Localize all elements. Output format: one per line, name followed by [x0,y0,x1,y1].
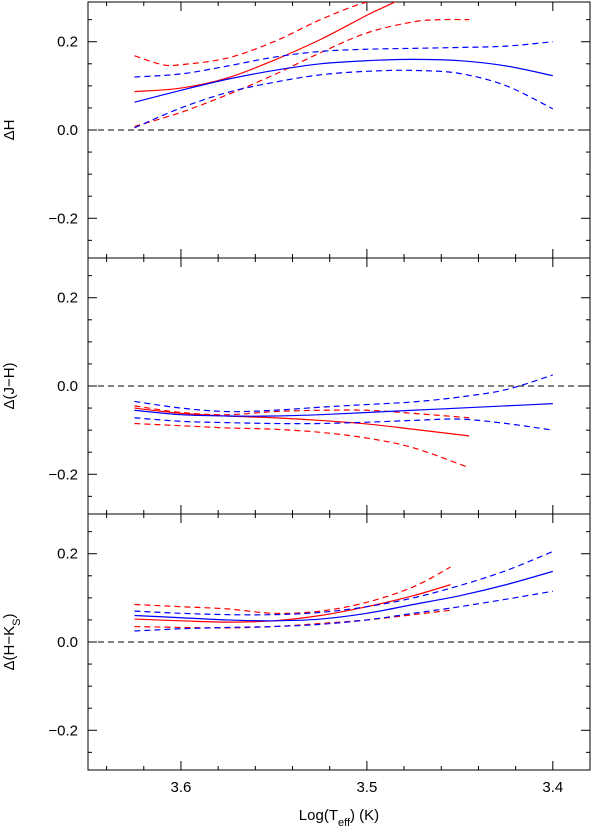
red-dashed-series-line [134,566,451,614]
blue-dashed-series-line [134,69,554,129]
blue-solid-series-line [134,570,553,622]
panel-2: −0.2 0.0 0.2 Δ(J−H) [1,257,591,515]
blue-dashed-series-line [134,550,554,616]
y-tick-label: 0.0 [57,634,78,651]
y-axis-label: Δ(J−H) [1,362,18,409]
y-tick-label: 0.2 [57,34,78,51]
y-axis-label: Δ(H−KS) [1,614,23,671]
x-tick-label: 3.4 [542,779,563,796]
blue-solid-series-line [134,403,553,417]
y-tick-label: 0.0 [57,122,78,139]
red-dashed-series-line [134,422,470,469]
red-solid-series-line [134,2,397,93]
series-group [134,374,553,469]
y-tick-label: 0.0 [57,378,78,395]
blue-dashed-series-line [134,417,553,431]
y-tick-label: 0.2 [57,290,78,307]
panels: −0.2 0.0 0.2 ΔH −0.2 0.0 0.2 Δ(J−H) −0.2 0.0 0.2 3.… [1,1,591,796]
panel-1: −0.2 0.0 0.2 ΔH [1,1,591,259]
red-dashed-series-line [134,405,470,419]
blue-dashed-series-line [134,590,553,632]
x-tick-label: 3.6 [171,779,192,796]
y-axis-label: ΔH [1,120,18,141]
blue-solid-series-line [134,58,553,103]
y-tick-label: −0.2 [48,210,78,227]
red-dashed-series-line [134,2,370,67]
y-tick-label: −0.2 [48,466,78,483]
red-dashed-series-line [134,18,470,128]
x-axis-label: Log(Teff) (K) [299,807,379,826]
series-group [134,2,554,129]
red-solid-series-line [134,584,451,623]
series-group [134,550,554,632]
x-tick-label: 3.5 [356,779,377,796]
red-solid-series-line [134,407,470,437]
y-tick-label: 0.2 [57,546,78,563]
blue-dashed-series-line [134,41,553,78]
y-tick-label: −0.2 [48,722,78,739]
blue-dashed-series-line [134,374,553,413]
panel-3: −0.2 0.0 0.2 3.6 3.5 3.4 Δ(H−KS) [1,513,591,796]
